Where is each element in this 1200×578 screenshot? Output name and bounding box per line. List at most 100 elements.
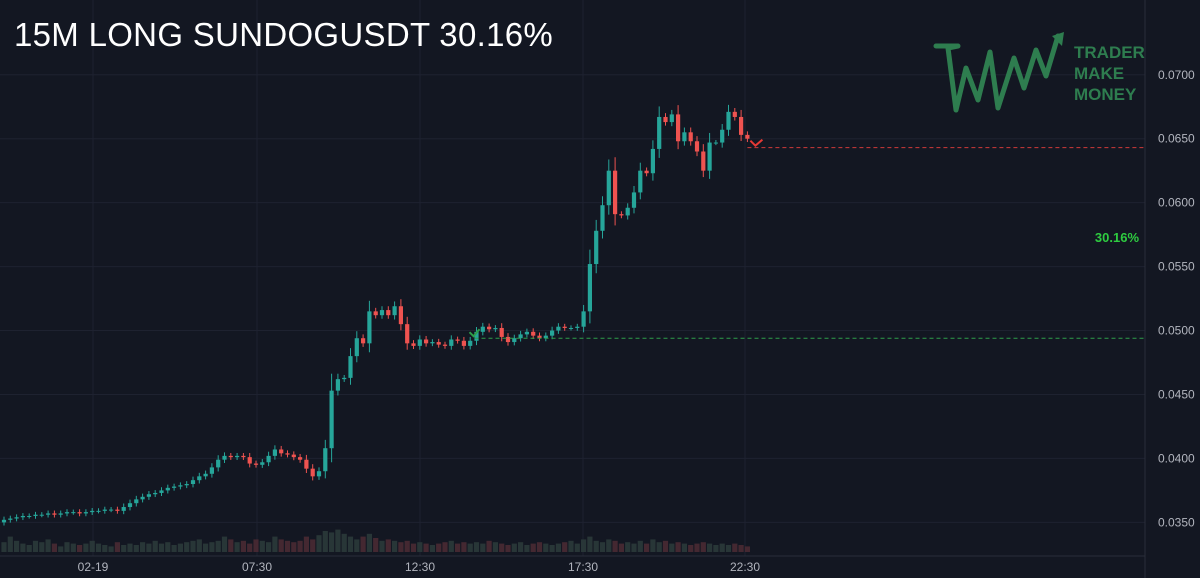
candle-body [316, 471, 322, 477]
volume-bar [392, 540, 398, 552]
candle-body [417, 339, 422, 346]
volume-bar [127, 543, 133, 552]
exit-check-icon [749, 138, 764, 148]
candle-body [613, 170, 618, 215]
volume-bar [240, 540, 246, 552]
candle-body [745, 134, 750, 139]
volume-bar [423, 543, 429, 552]
volume-bar [95, 543, 102, 552]
candle-body [197, 476, 202, 481]
candle-body [505, 336, 511, 343]
volume-bar [662, 540, 669, 552]
volume-bar [618, 543, 624, 552]
volume-bar [581, 539, 587, 552]
candle-body [575, 326, 580, 328]
candle-body [58, 513, 63, 515]
candle-body [216, 459, 221, 468]
candle-body [625, 207, 630, 216]
y-tick-label: 0.0650 [1158, 132, 1195, 146]
candle-body [644, 170, 649, 174]
volume-bar [707, 543, 713, 552]
candle-body [253, 463, 259, 465]
candle-body [619, 214, 624, 216]
candle-body [46, 513, 51, 515]
candle-body [71, 512, 76, 514]
candle-body [430, 342, 435, 344]
candle-body [606, 170, 611, 206]
candle-body [537, 335, 542, 339]
volume-bar [83, 543, 89, 552]
volume-bar [555, 543, 561, 552]
volume-bar [650, 539, 656, 552]
candle-body [298, 457, 303, 460]
volume-bar [637, 540, 643, 552]
volume-bar [543, 543, 549, 552]
volume-bar [272, 536, 278, 552]
brand-logo-text: TRADER MAKE MONEY [1074, 42, 1145, 105]
volume-bar [1, 542, 7, 552]
volume-bar [442, 542, 448, 552]
volume-bar [436, 543, 442, 552]
y-tick-label: 0.0600 [1158, 196, 1195, 210]
candle-body [39, 514, 44, 516]
volume-bars [1, 529, 750, 552]
candle-body [203, 473, 208, 477]
brand-line: MAKE [1074, 64, 1125, 83]
candle-body [209, 467, 214, 474]
volume-bar [713, 545, 719, 552]
volume-bar [373, 538, 379, 552]
candle-body [657, 116, 662, 149]
volume-bar [165, 542, 171, 552]
volume-bar [656, 542, 662, 552]
volume-bar [291, 542, 297, 552]
candle-body [20, 515, 25, 518]
candle-body [600, 205, 605, 231]
candle-body [8, 518, 13, 520]
candle-body [247, 457, 252, 464]
x-tick-label: 22:30 [730, 560, 760, 574]
volume-bar [278, 539, 284, 552]
volume-bar [518, 542, 524, 552]
candle-body [512, 338, 517, 343]
volume-bar [45, 539, 51, 552]
candle-body [663, 116, 668, 123]
candle-body [455, 339, 460, 341]
entry-check-icon [468, 328, 481, 338]
candle-body [64, 512, 70, 514]
volume-bar [335, 529, 341, 552]
candle-body [638, 170, 643, 193]
candle-body [178, 485, 183, 487]
candle-body [474, 331, 479, 341]
candle-body [581, 311, 586, 327]
volume-bar [140, 542, 146, 552]
candle-body [52, 513, 57, 515]
price-lines: 30.16% [468, 138, 1145, 339]
volume-bar [266, 542, 272, 552]
volume-bar [744, 546, 750, 552]
candle-body [669, 114, 674, 123]
volume-bar [587, 536, 593, 552]
candle-body [272, 449, 277, 456]
candle-body [291, 454, 296, 458]
volume-bar [102, 545, 108, 552]
candle-body [285, 453, 290, 455]
candle-body [310, 468, 315, 477]
candle-body [713, 142, 718, 144]
volume-bar [455, 543, 461, 552]
candle-body [323, 448, 328, 472]
volume-bar [14, 540, 20, 552]
candle-body [266, 455, 271, 463]
volume-bar [612, 540, 618, 552]
candle-body [594, 230, 599, 265]
candle-body [631, 192, 637, 208]
volume-bar [158, 543, 165, 552]
volume-bar [732, 543, 738, 552]
volume-bar [625, 542, 631, 552]
volume-bar [467, 543, 473, 552]
candle-body [153, 492, 158, 495]
candle-body [493, 327, 498, 330]
volume-bar [385, 539, 391, 552]
volume-bar [26, 545, 32, 552]
candle-body [499, 327, 504, 337]
